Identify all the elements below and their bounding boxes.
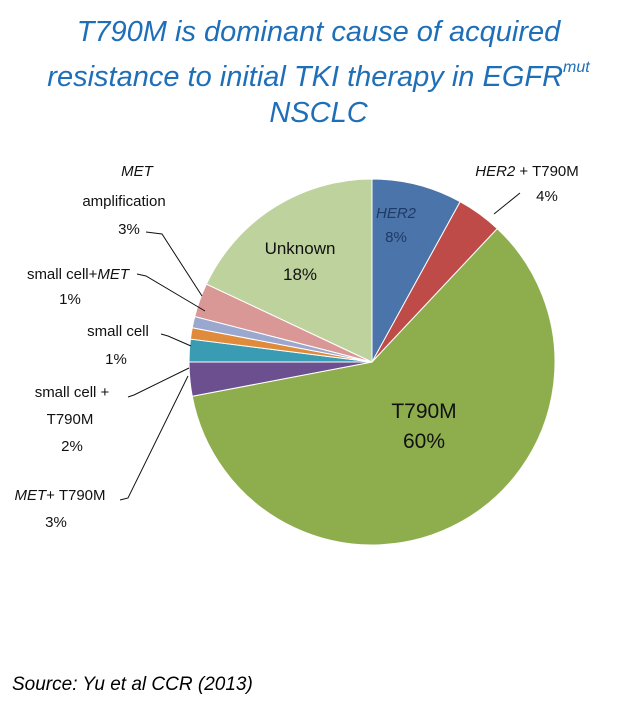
slice-label-met-t790m: MET+ T790M xyxy=(14,487,105,504)
title-line-2: resistance to initial TKI therapy in EGF… xyxy=(0,50,637,95)
slice-label-her2-t790m-part: + T790M xyxy=(515,163,579,180)
pie-slices xyxy=(188,178,556,546)
slice-pct-small-cell-t790m: 2% xyxy=(61,438,83,455)
leader-line-met-amplification xyxy=(145,231,203,297)
slice-label-small-cell: small cell xyxy=(87,323,149,340)
slice-pct-met-amplification-part: 3% xyxy=(118,221,140,238)
pie-slice-t790m xyxy=(191,227,556,546)
title-line-2-text: resistance to initial TKI therapy in EGF… xyxy=(47,61,564,93)
slice-pct-her2-t790m: 4% xyxy=(536,188,558,205)
slice-pct-unknown: 18% xyxy=(283,265,317,284)
slice-pct-small-cell: 1% xyxy=(105,351,127,368)
leader-line-small-cell-met xyxy=(136,273,206,312)
slice-label-met-t790m-part: MET xyxy=(14,487,48,504)
slice-pct-unknown-part: 18% xyxy=(283,265,317,284)
slice-label2-small-cell-t790m-part: T790M xyxy=(47,411,94,428)
slice-label-her2-t790m: HER2 + T790M xyxy=(475,163,579,180)
slice-label-small-cell-part: small cell xyxy=(87,323,149,340)
slice-label-t790m-part: T790M xyxy=(391,400,456,423)
slice-label2-met-amplification-part: amplification xyxy=(82,193,165,210)
chart-title: T790M is dominant cause of acquired resi… xyxy=(0,14,637,131)
title-line-1: T790M is dominant cause of acquired xyxy=(76,16,561,48)
slice-pct-met-t790m: 3% xyxy=(45,514,67,531)
slice-label2-small-cell-t790m: T790M xyxy=(47,411,94,428)
slice-label-met-amplification-part: MET xyxy=(121,163,155,180)
slice-pct-small-cell-met-part: 1% xyxy=(59,291,81,308)
leader-line-met-t790m xyxy=(119,375,189,501)
slice-pct-met-amplification: 3% xyxy=(118,221,140,238)
slice-pct-met-t790m-part: 3% xyxy=(45,514,67,531)
slice-label-unknown-part: Unknown xyxy=(265,239,336,258)
title-superscript: mut xyxy=(563,59,590,76)
slice-label-met-t790m-part: + T790M xyxy=(46,487,105,504)
slice-label-her2: HER2 xyxy=(376,205,417,222)
slice-label-her2-part: HER2 xyxy=(376,205,417,222)
slice-label-small-cell-met-part: MET xyxy=(97,266,131,283)
leader-lines xyxy=(119,192,521,501)
slice-pct-small-cell-t790m-part: 2% xyxy=(61,438,83,455)
slice-pct-t790m: 60% xyxy=(403,430,445,453)
leader-line-small-cell-t790m xyxy=(127,367,190,398)
slice-label-unknown: Unknown xyxy=(265,239,336,258)
slice-label-met-amplification: MET xyxy=(121,163,155,180)
slice-label-small-cell-met: small cell+MET xyxy=(27,266,131,283)
slice-pct-small-cell-met: 1% xyxy=(59,291,81,308)
slice-label-small-cell-met-part: small cell+ xyxy=(27,266,98,283)
slice-label-small-cell-t790m: small cell + xyxy=(35,384,110,401)
slice-pct-small-cell-part: 1% xyxy=(105,351,127,368)
slice-label2-met-amplification: amplification xyxy=(82,193,165,210)
slice-pct-t790m-part: 60% xyxy=(403,430,445,453)
slice-pct-her2-t790m-part: 4% xyxy=(536,188,558,205)
pie-slice-unknown xyxy=(205,178,373,363)
slice-pct-her2-part: 8% xyxy=(385,229,407,246)
leader-line-small-cell xyxy=(160,333,192,347)
slice-label-t790m: T790M xyxy=(391,400,456,423)
title-line-3: NSCLC xyxy=(269,97,368,129)
slice-pct-her2: 8% xyxy=(385,229,407,246)
source-note: Source: Yu et al CCR (2013) xyxy=(12,674,253,695)
pie-slice-her2 xyxy=(371,178,461,363)
slice-label-small-cell-t790m-part: small cell + xyxy=(35,384,110,401)
leader-line-her2-t790m xyxy=(493,192,521,215)
slice-label-her2-t790m-part: HER2 xyxy=(475,163,516,180)
